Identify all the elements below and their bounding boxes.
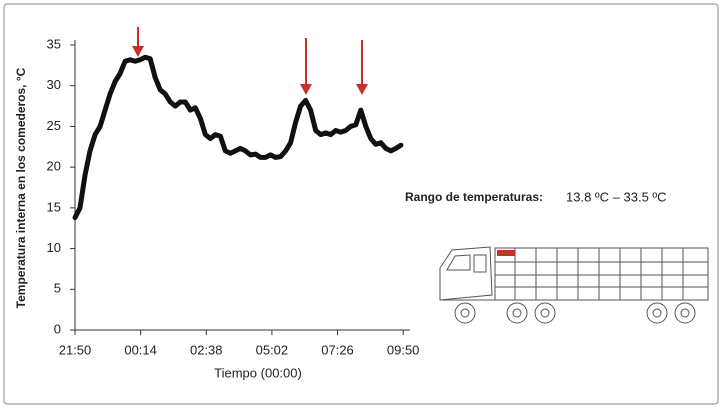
- line: [72, 54, 404, 221]
- y-tick-label: 0: [54, 321, 61, 336]
- annotation-label: Rango de temperaturas:: [405, 190, 543, 204]
- x-tick-label: 05:02: [256, 342, 289, 357]
- y-tick-label: 10: [47, 240, 61, 255]
- x-axis-label: Tiempo (00:00): [214, 365, 302, 380]
- truck: [439, 246, 709, 324]
- frame: [3, 3, 719, 405]
- x-tick-label: 00:14: [124, 342, 157, 357]
- y-tick-label: 15: [47, 199, 61, 214]
- y-tick-label: 30: [47, 77, 61, 92]
- x-tick-label: 21:50: [59, 342, 92, 357]
- y-axis-label: Temperatura interna en los comederos, °C: [14, 67, 28, 308]
- x-tick-label: 09:50: [387, 342, 420, 357]
- annotation-value: 13.8 ºC – 33.5 ºC: [566, 189, 667, 204]
- x-tick-label: 07:26: [321, 342, 354, 357]
- y-tick-label: 20: [47, 159, 61, 174]
- y-tick-label: 5: [54, 281, 61, 296]
- arrows: [132, 27, 368, 95]
- x-tick-label: 02:38: [190, 342, 223, 357]
- y-tick-label: 25: [47, 118, 61, 133]
- y-tick-label: 35: [47, 36, 61, 51]
